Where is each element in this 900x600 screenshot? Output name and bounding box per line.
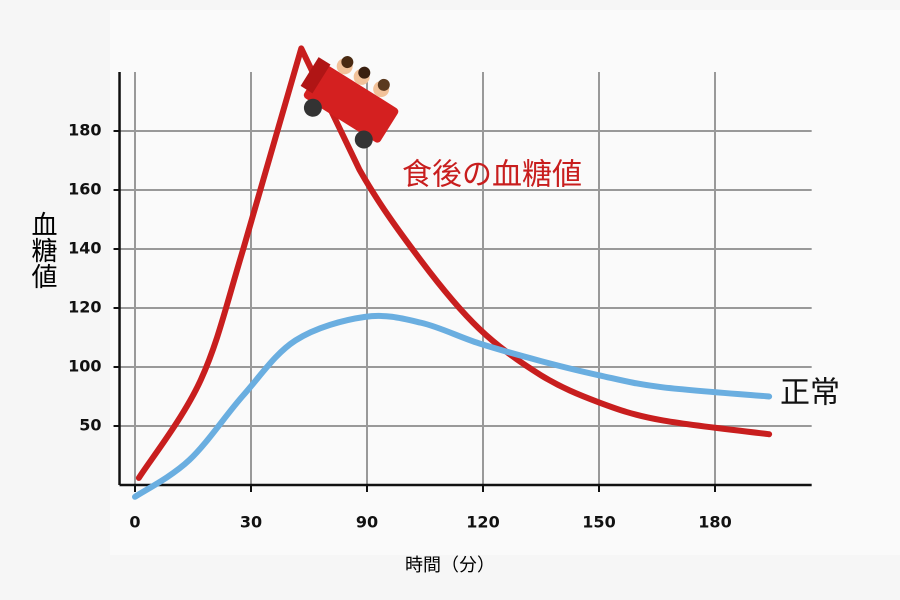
x-tick-label: 30 [240, 513, 262, 532]
series-line [135, 45, 773, 481]
y-axis-label: 血糖値 [27, 211, 57, 289]
y-tick-label: 140 [68, 239, 101, 258]
series-line [132, 312, 773, 500]
x-tick-label: 90 [356, 513, 378, 532]
y-tick-label: 50 [79, 416, 101, 435]
x-tick-label: 0 [129, 513, 140, 532]
x-axis-label: 時間（分） [405, 555, 495, 576]
y-tick-label: 160 [68, 180, 101, 199]
x-tick-label: 180 [698, 513, 731, 532]
series-label: 正常 [780, 376, 840, 411]
y-tick-label: 180 [68, 121, 101, 140]
y-tick-label: 100 [68, 357, 101, 376]
roller-coaster [300, 56, 399, 149]
series-label: 食後の血糖値 [402, 158, 582, 193]
x-tick-label: 120 [466, 513, 499, 532]
x-tick-label: 150 [582, 513, 615, 532]
y-tick-label: 120 [68, 298, 101, 317]
plot-background [110, 10, 900, 555]
